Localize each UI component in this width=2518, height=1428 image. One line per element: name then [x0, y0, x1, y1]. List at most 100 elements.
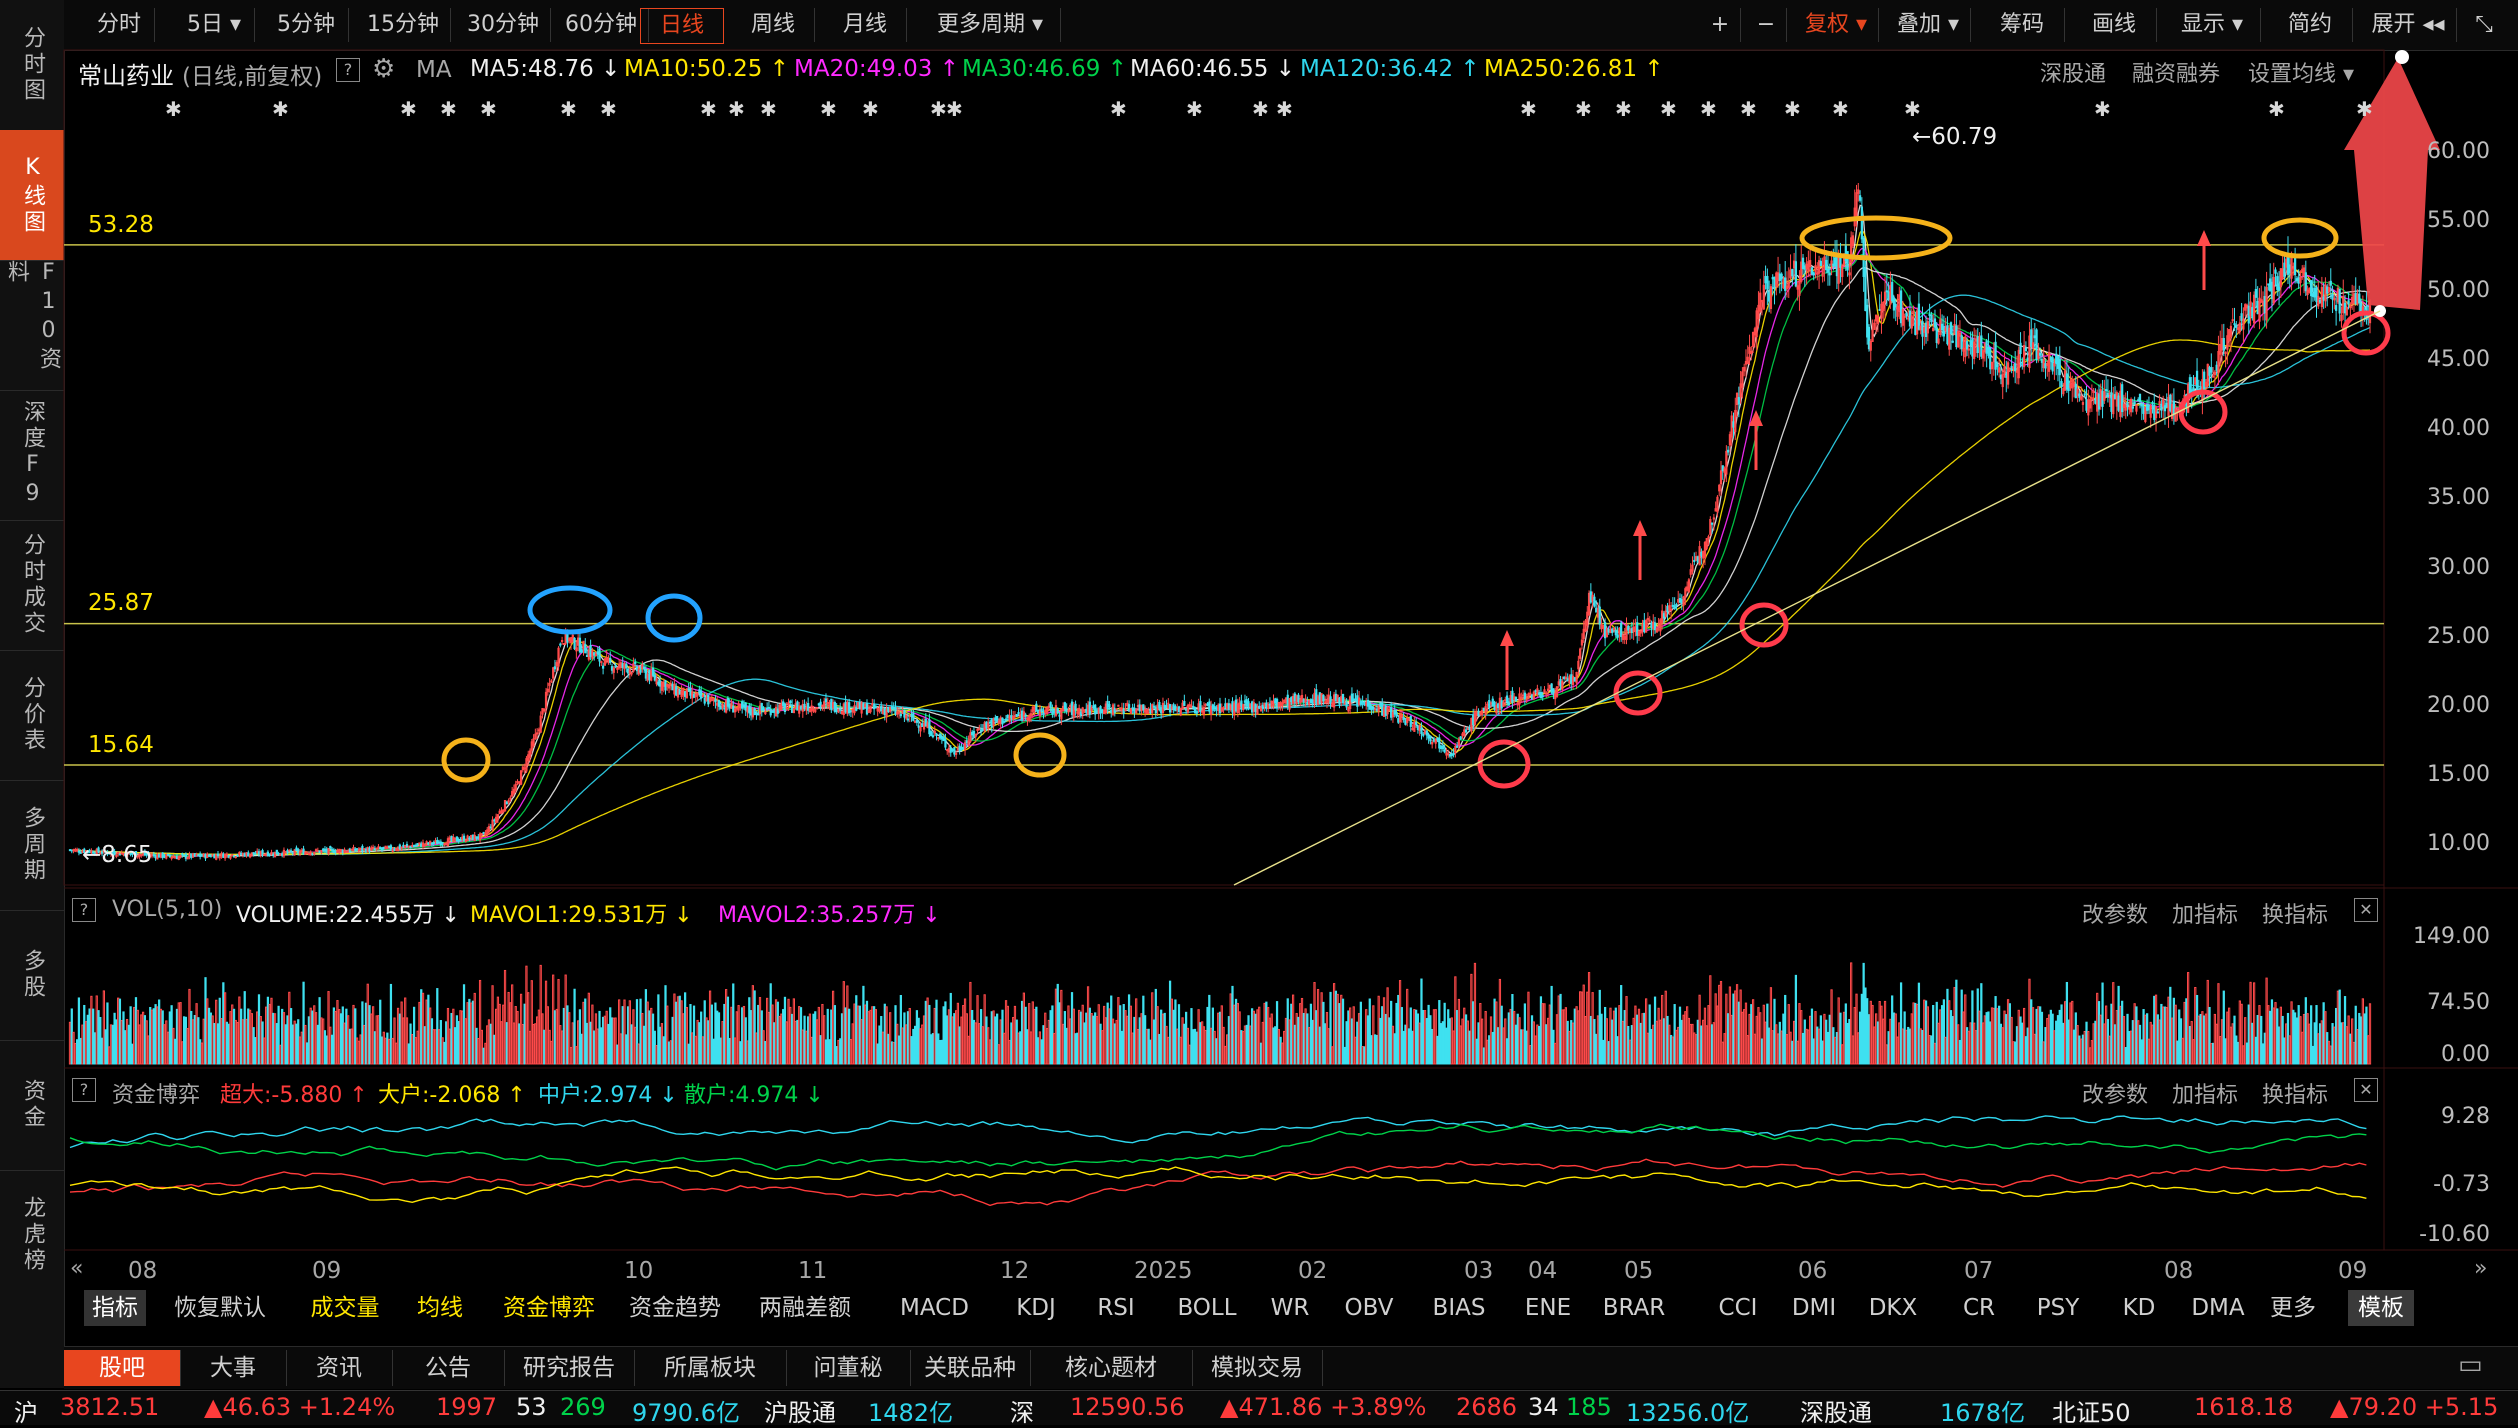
indicator-tab[interactable]: BOLL — [1177, 1295, 1237, 1321]
help-icon[interactable]: ? — [72, 898, 96, 922]
volume-bar — [1065, 1027, 1068, 1065]
candle-body — [309, 851, 312, 856]
bottom-tab[interactable]: 资讯 — [286, 1350, 393, 1386]
candle-body — [1609, 628, 1612, 634]
period-timeshare[interactable]: 分时 — [84, 8, 155, 42]
zoom-in-button[interactable]: + — [1700, 8, 1741, 42]
volume-bar — [2279, 1006, 2282, 1065]
indicator-tab[interactable]: CCI — [1718, 1295, 1758, 1321]
sidebar-item-dragon-tiger[interactable]: 龙虎榜 — [20, 1196, 45, 1274]
vol-swap-indicator[interactable]: 换指标 — [2262, 903, 2329, 928]
scroll-left-icon[interactable]: « — [70, 1256, 84, 1281]
overlay-dropdown[interactable]: 叠加 ▾ — [1886, 8, 1971, 42]
expand-button[interactable]: 展开 ◂◂ — [2360, 8, 2457, 42]
indicator-tab[interactable]: BRAR — [1602, 1295, 1666, 1321]
indicator-tab[interactable]: 两融差额 — [759, 1295, 851, 1321]
sidebar-item-capital[interactable]: 资金 — [0, 1040, 64, 1171]
indicator-tab[interactable]: KD — [2122, 1295, 2156, 1321]
display-dropdown[interactable]: 显示 ▾ — [2164, 8, 2261, 42]
bottom-tab[interactable]: 关联品种 — [910, 1350, 1031, 1386]
volume-bar — [528, 1030, 532, 1065]
bottom-tab[interactable]: 核心题材 — [1030, 1350, 1193, 1386]
link-margin[interactable]: 融资融券 — [2132, 62, 2221, 87]
bottom-tab[interactable]: 模拟交易 — [1192, 1350, 1323, 1386]
indicator-tab[interactable]: KDJ — [1016, 1295, 1056, 1321]
indicator-tab[interactable]: PSY — [2036, 1295, 2080, 1321]
period-more[interactable]: 更多周期 ▾ — [920, 8, 1061, 42]
close-icon[interactable]: ✕ — [2354, 1078, 2378, 1102]
volume-bar — [1234, 998, 1238, 1065]
close-icon[interactable]: ✕ — [2354, 898, 2378, 922]
candle-body — [2003, 366, 2006, 376]
flow-swap-indicator[interactable]: 换指标 — [2262, 1083, 2329, 1108]
indicator-tab[interactable]: MACD — [900, 1295, 969, 1321]
indicator-tab[interactable]: 模板 — [2348, 1290, 2414, 1326]
period-15min[interactable]: 15分钟 — [356, 8, 451, 42]
period-monthly[interactable]: 月线 — [824, 8, 907, 42]
gear-icon[interactable]: ⚙ — [372, 54, 396, 84]
bottom-tab[interactable]: 问董秘 — [786, 1350, 911, 1386]
indicator-tab[interactable]: 均线 — [417, 1295, 463, 1321]
indicator-tab[interactable]: 指标 — [84, 1290, 146, 1326]
flow-change-params[interactable]: 改参数 — [2082, 1083, 2149, 1108]
panel-toggle-icon[interactable]: ▭ — [2458, 1350, 2483, 1380]
volume-bar — [1571, 1022, 1575, 1065]
candle-body — [1810, 267, 1814, 275]
adjust-dropdown[interactable]: 复权 ▾ — [1794, 8, 1879, 42]
indicator-tab[interactable]: RSI — [1097, 1295, 1135, 1321]
vol-change-params[interactable]: 改参数 — [2082, 903, 2149, 928]
draw-line-button[interactable]: 画线 — [2072, 8, 2157, 42]
indicator-tab[interactable]: BIAS — [1432, 1295, 1486, 1321]
candle-body — [591, 650, 594, 659]
candle-body — [2270, 281, 2274, 299]
sidebar-item-f10[interactable]: F10资料 — [0, 260, 64, 391]
zoom-out-button[interactable]: − — [1746, 8, 1787, 42]
candle-body — [307, 853, 311, 856]
bottom-tab[interactable]: 股吧 — [64, 1350, 181, 1386]
sidebar-item-timeshare[interactable]: 分时图 — [0, 0, 64, 131]
sidebar-item-price-table[interactable]: 分价表 — [0, 650, 64, 781]
indicator-tab[interactable]: DKX — [1868, 1295, 1918, 1321]
indicator-tab[interactable]: DMA — [2191, 1295, 2245, 1321]
sidebar-item-multi-stock[interactable]: 多股 — [0, 910, 64, 1041]
sidebar-item-f9[interactable]: 深度F9 — [0, 390, 64, 521]
help-icon[interactable]: ? — [336, 58, 360, 82]
candle-body — [375, 847, 378, 850]
shrink-icon[interactable]: ⤡ — [2475, 12, 2493, 37]
period-daily[interactable]: 日线 — [640, 8, 724, 44]
indicator-tab[interactable]: 成交量 — [310, 1295, 380, 1321]
vol-add-indicator[interactable]: 加指标 — [2172, 903, 2239, 928]
link-set-ma[interactable]: 设置均线 ▾ — [2248, 62, 2355, 87]
indicator-tab[interactable]: ENE — [1524, 1295, 1572, 1321]
bottom-tab[interactable]: 研究报告 — [504, 1350, 635, 1386]
flow-add-indicator[interactable]: 加指标 — [2172, 1083, 2239, 1108]
period-weekly[interactable]: 周线 — [732, 8, 815, 42]
sidebar-item-kline[interactable]: K线图 — [0, 130, 64, 261]
bottom-tab[interactable]: 大事 — [180, 1350, 287, 1386]
period-30min[interactable]: 30分钟 — [456, 8, 551, 42]
indicator-tab[interactable]: CR — [1962, 1295, 1996, 1321]
link-shenguton[interactable]: 深股通 — [2040, 62, 2107, 87]
indicator-tab[interactable]: 恢复默认 — [174, 1295, 266, 1321]
indicator-tab[interactable]: DMI — [1791, 1295, 1837, 1321]
help-icon[interactable]: ? — [72, 1078, 96, 1102]
simple-button[interactable]: 简约 — [2268, 8, 2353, 42]
sidebar-item-multi-period[interactable]: 多周期 — [0, 780, 64, 911]
bottom-tab[interactable]: 公告 — [392, 1350, 505, 1386]
volume-bar — [917, 1017, 920, 1065]
bottom-tab[interactable]: 所属板块 — [634, 1350, 787, 1386]
candle-body — [441, 842, 444, 845]
sidebar-item-trades[interactable]: 分时成交 — [0, 520, 64, 651]
period-60min[interactable]: 60分钟 — [554, 8, 649, 42]
indicator-tab[interactable]: 资金趋势 — [629, 1295, 721, 1321]
indicator-tab[interactable]: 更多 — [2270, 1295, 2316, 1321]
chips-button[interactable]: 筹码 — [1980, 8, 2065, 42]
indicator-tab[interactable]: OBV — [1344, 1295, 1394, 1321]
indicator-tab[interactable]: WR — [1270, 1295, 1310, 1321]
scroll-right-icon[interactable]: » — [2474, 1256, 2488, 1281]
period-5day[interactable]: 5日 ▾ — [174, 8, 255, 42]
period-5min[interactable]: 5分钟 — [264, 8, 349, 42]
candle-body — [2261, 300, 2265, 306]
indicator-tab[interactable]: 资金博弈 — [503, 1295, 595, 1321]
